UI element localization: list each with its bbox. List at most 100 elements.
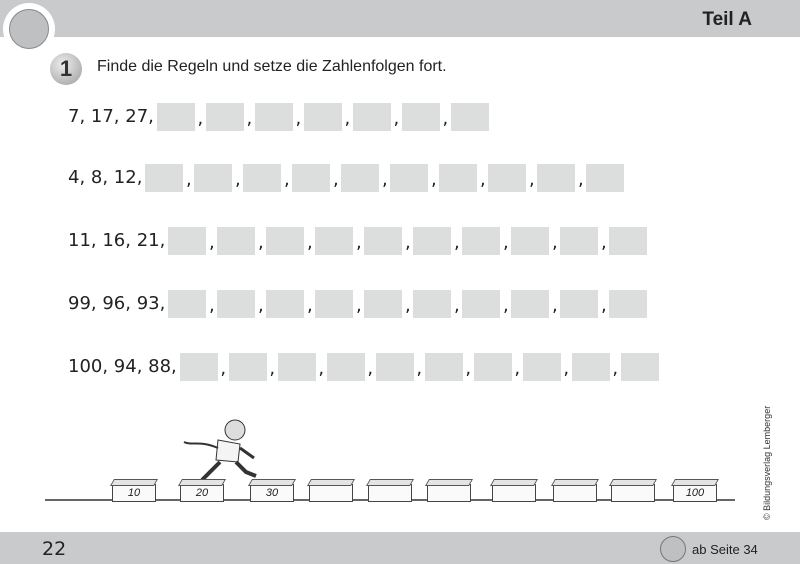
sequence-start: 100, 94, 88, [68, 356, 177, 377]
comma: , [502, 232, 509, 253]
number-brick [553, 484, 597, 502]
answer-box[interactable] [228, 353, 267, 381]
answer-box[interactable] [254, 103, 293, 131]
answer-box[interactable] [511, 290, 550, 318]
number-brick [309, 484, 353, 502]
answer-box[interactable] [609, 290, 648, 318]
comma: , [355, 232, 362, 253]
answer-box[interactable] [439, 164, 478, 192]
comma: , [220, 358, 227, 379]
task-instruction: Finde die Regeln und setze die Zahlenfol… [97, 58, 447, 75]
comma: , [612, 358, 619, 379]
answer-box[interactable] [609, 227, 648, 255]
answer-box[interactable] [364, 227, 403, 255]
answer-box[interactable] [560, 290, 599, 318]
sequence-start: 7, 17, 27, [68, 106, 154, 127]
comma: , [306, 295, 313, 316]
section-title: Teil A [702, 9, 752, 30]
comma: , [246, 108, 253, 129]
comma: , [306, 232, 313, 253]
tiger-medallion-icon [660, 536, 686, 562]
answer-box[interactable] [326, 353, 365, 381]
copyright-notice: © Bildungsverlag Lemberger [762, 405, 772, 520]
comma: , [333, 169, 339, 190]
comma: , [257, 295, 264, 316]
answer-box[interactable] [352, 103, 391, 131]
answer-box[interactable] [217, 290, 256, 318]
number-brick: 30 [250, 484, 294, 502]
answer-box[interactable] [488, 164, 527, 192]
answer-box[interactable] [277, 353, 316, 381]
answer-box[interactable] [179, 353, 218, 381]
answer-box[interactable] [537, 164, 576, 192]
answer-box[interactable] [194, 164, 233, 192]
comma: , [563, 358, 570, 379]
comma: , [416, 358, 423, 379]
answer-box[interactable] [315, 227, 354, 255]
answer-box[interactable] [571, 353, 610, 381]
comma: , [465, 358, 472, 379]
number-brick: 100 [673, 484, 717, 502]
answer-box[interactable] [413, 290, 452, 318]
sequence-row: 11, 16, 21,,,,,,,,,, [68, 227, 648, 255]
comma: , [186, 169, 192, 190]
answer-box[interactable] [462, 227, 501, 255]
comma: , [551, 232, 558, 253]
answer-box[interactable] [266, 227, 305, 255]
comma: , [393, 108, 400, 129]
answer-box[interactable] [560, 227, 599, 255]
answer-box[interactable] [390, 164, 429, 192]
answer-box[interactable] [168, 227, 207, 255]
sequence-start: 11, 16, 21, [68, 230, 166, 251]
answer-box[interactable] [620, 353, 659, 381]
answer-box[interactable] [145, 164, 184, 192]
answer-box[interactable] [511, 227, 550, 255]
comma: , [404, 295, 411, 316]
answer-box[interactable] [364, 290, 403, 318]
answer-box[interactable] [450, 103, 489, 131]
comma: , [453, 295, 460, 316]
answer-box[interactable] [315, 290, 354, 318]
comma: , [208, 232, 215, 253]
answer-box[interactable] [522, 353, 561, 381]
number-brick [492, 484, 536, 502]
answer-box[interactable] [168, 290, 207, 318]
tiger-medallion-icon [3, 3, 55, 55]
comma: , [431, 169, 437, 190]
comma: , [284, 169, 290, 190]
answer-box[interactable] [303, 103, 342, 131]
running-tiger-illustration [183, 419, 257, 482]
page-number: 22 [42, 538, 67, 560]
answer-box[interactable] [473, 353, 512, 381]
sequence-row: 99, 96, 93,,,,,,,,,, [68, 290, 648, 318]
comma: , [442, 108, 449, 129]
answer-box[interactable] [424, 353, 463, 381]
answer-box[interactable] [243, 164, 282, 192]
comma: , [480, 169, 486, 190]
answer-box[interactable] [292, 164, 331, 192]
task-number-badge: 1 [50, 53, 82, 85]
sequence-row: 100, 94, 88,,,,,,,,,, [68, 353, 659, 381]
answer-box[interactable] [375, 353, 414, 381]
comma: , [529, 169, 535, 190]
page-reference: ab Seite 34 [660, 536, 758, 562]
answer-box[interactable] [205, 103, 244, 131]
comma: , [208, 295, 215, 316]
comma: , [382, 169, 388, 190]
number-brick [368, 484, 412, 502]
answer-box[interactable] [413, 227, 452, 255]
comma: , [514, 358, 521, 379]
number-brick: 20 [180, 484, 224, 502]
answer-box[interactable] [341, 164, 380, 192]
answer-box[interactable] [156, 103, 195, 131]
answer-box[interactable] [217, 227, 256, 255]
sequence-start: 4, 8, 12, [68, 167, 143, 188]
answer-box[interactable] [462, 290, 501, 318]
comma: , [235, 169, 241, 190]
comma: , [295, 108, 302, 129]
answer-box[interactable] [266, 290, 305, 318]
answer-box[interactable] [401, 103, 440, 131]
comma: , [197, 108, 204, 129]
comma: , [600, 232, 607, 253]
answer-box[interactable] [586, 164, 625, 192]
